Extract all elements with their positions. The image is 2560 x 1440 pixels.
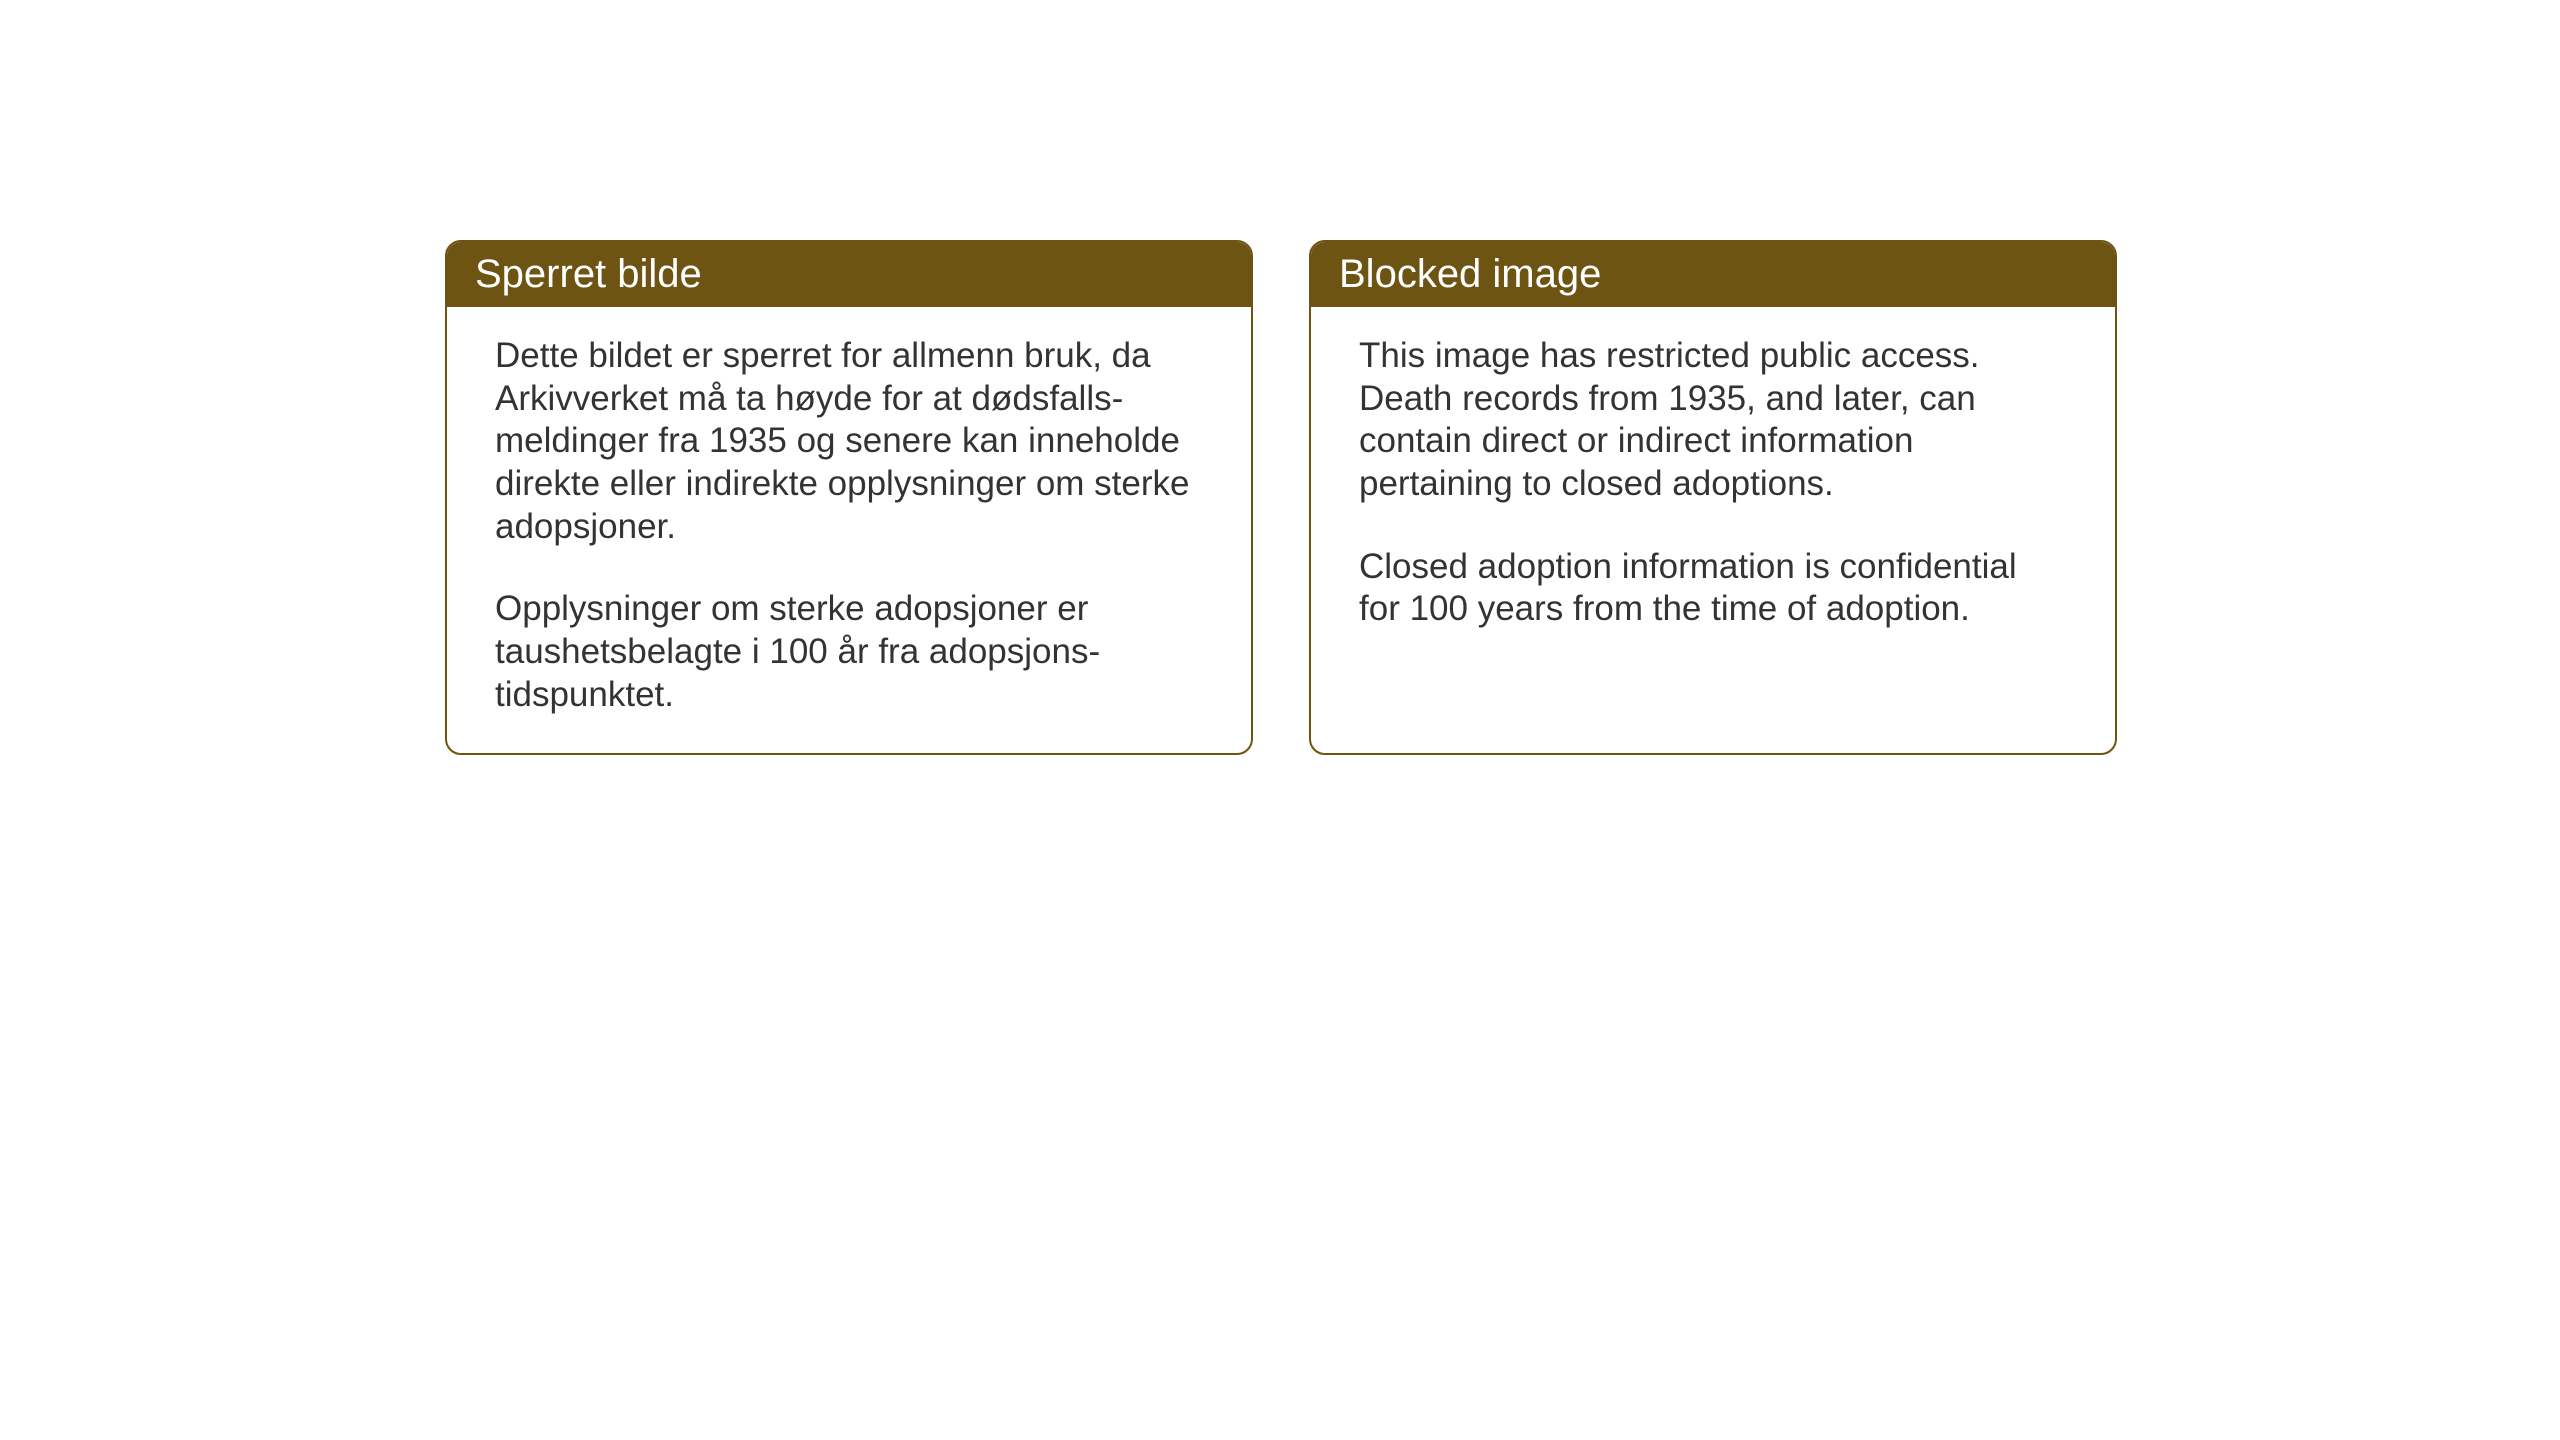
card-title: Sperret bilde — [475, 252, 702, 296]
card-paragraph: This image has restricted public access.… — [1359, 335, 2067, 506]
card-header: Sperret bilde — [447, 242, 1251, 307]
card-paragraph: Dette bildet er sperret for allmenn bruk… — [495, 335, 1203, 548]
card-body: Dette bildet er sperret for allmenn bruk… — [447, 307, 1251, 753]
notice-cards-container: Sperret bilde Dette bildet er sperret fo… — [445, 240, 2117, 755]
card-body: This image has restricted public access.… — [1311, 307, 2115, 667]
card-title: Blocked image — [1339, 252, 1601, 296]
card-header: Blocked image — [1311, 242, 2115, 307]
card-paragraph: Closed adoption information is confident… — [1359, 546, 2067, 631]
notice-card-norwegian: Sperret bilde Dette bildet er sperret fo… — [445, 240, 1253, 755]
notice-card-english: Blocked image This image has restricted … — [1309, 240, 2117, 755]
card-paragraph: Opplysninger om sterke adopsjoner er tau… — [495, 588, 1203, 716]
